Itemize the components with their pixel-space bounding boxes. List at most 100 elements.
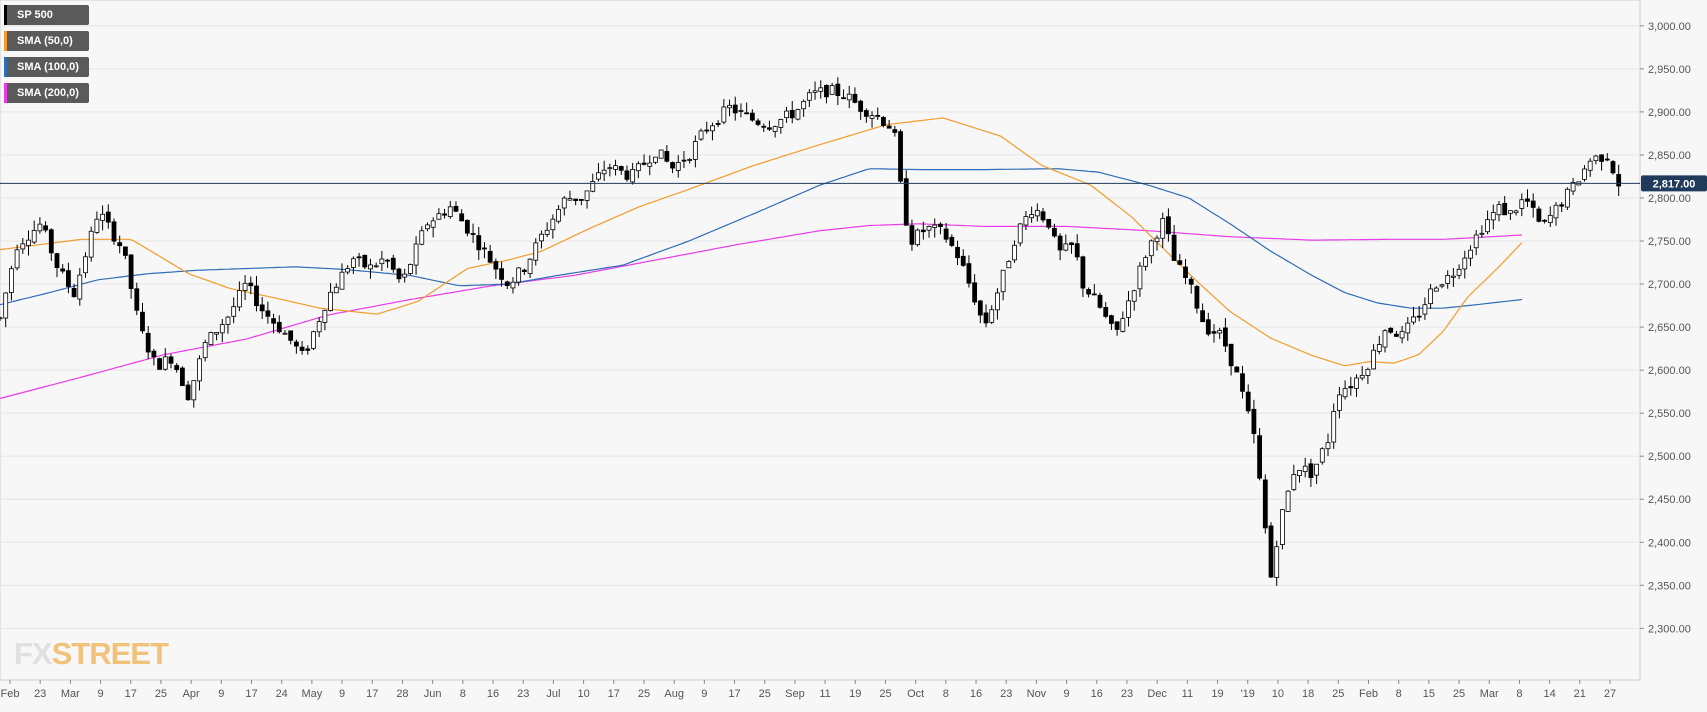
candle-body	[48, 229, 54, 254]
legend-swatch-sma50	[4, 31, 7, 51]
x-tick-label: 23	[1121, 688, 1133, 700]
candle-body	[527, 258, 533, 274]
candle-body	[402, 273, 408, 278]
legend-item-sma50[interactable]: SMA (50,0)	[4, 31, 89, 51]
candle-body	[1023, 216, 1029, 226]
candle-body	[60, 268, 66, 272]
candle-body	[818, 87, 824, 92]
candle-body	[202, 342, 208, 359]
candle-body	[168, 356, 174, 364]
candle-body	[242, 282, 248, 291]
candle-body	[738, 110, 744, 112]
candle-body	[1177, 260, 1183, 265]
candle-body	[476, 235, 482, 251]
candle-body	[499, 268, 504, 280]
candle-body	[516, 267, 522, 283]
candle-body	[447, 206, 453, 217]
candle-body	[1599, 154, 1604, 162]
candle-body	[145, 332, 151, 353]
x-tick-label: 23	[517, 688, 529, 700]
candle-body	[1245, 391, 1251, 412]
candle-body	[322, 309, 328, 323]
candle-body	[1086, 289, 1092, 295]
candle-body	[1188, 278, 1194, 285]
x-tick-label: 9	[218, 688, 224, 700]
candle-body	[1399, 330, 1405, 339]
candle-body	[288, 330, 294, 341]
x-tick-label: 21	[1574, 688, 1586, 700]
candle-body	[1280, 509, 1285, 545]
x-tick-label: 8	[1516, 688, 1522, 700]
candle-body	[162, 356, 168, 370]
x-tick-label: Mar	[61, 688, 80, 700]
candle-body	[841, 97, 846, 100]
candle-body	[955, 246, 960, 259]
x-tick-label: 17	[245, 688, 257, 700]
candle-body	[1012, 244, 1017, 261]
candle-body	[1240, 373, 1245, 392]
x-tick-label: 8	[460, 688, 466, 700]
x-tick-label: 18	[1302, 688, 1314, 700]
candle-body	[1354, 377, 1359, 389]
legend-label-sma100: SMA (100,0)	[17, 61, 79, 73]
candle-body	[94, 218, 100, 233]
x-tick-label: 9	[701, 688, 707, 700]
candle-body	[806, 92, 812, 101]
candle-body	[1530, 200, 1536, 208]
candle-body	[1291, 474, 1297, 490]
x-tick-label: 10	[577, 688, 589, 700]
y-tick-label: 3,000.00	[1648, 21, 1691, 33]
candle-body	[1069, 242, 1074, 246]
legend-item-sma200[interactable]: SMA (200,0)	[4, 83, 89, 103]
x-tick-label: 24	[276, 688, 288, 700]
candle-body	[972, 282, 978, 303]
candle-body	[1348, 386, 1354, 389]
x-tick-label: 16	[487, 688, 499, 700]
candle-body	[567, 198, 573, 201]
candle-body	[624, 170, 630, 180]
legend-item-sma100[interactable]: SMA (100,0)	[4, 57, 89, 77]
candle-body	[727, 104, 732, 109]
candle-body	[1314, 463, 1320, 476]
candle-body	[710, 125, 715, 132]
candle-body	[71, 287, 77, 298]
candle-body	[1166, 216, 1171, 235]
candle-body	[407, 264, 413, 274]
legend-item-sp500[interactable]: SP 500	[4, 5, 89, 25]
logo-fx: FX	[14, 636, 53, 671]
candle-body	[1393, 333, 1399, 337]
candle-body	[1450, 275, 1456, 278]
y-tick-label: 2,850.00	[1648, 150, 1691, 162]
candle-body	[1496, 204, 1502, 216]
candle-body	[1297, 470, 1302, 476]
candle-body	[214, 332, 219, 335]
candle-body	[721, 106, 727, 123]
candle-body	[236, 290, 242, 308]
legend-swatch-sp500	[4, 5, 7, 25]
candle-body	[482, 247, 487, 250]
candle-body	[1171, 234, 1177, 261]
candle-body	[1274, 546, 1280, 578]
x-tick-label: 9	[1064, 688, 1070, 700]
candle-body	[1211, 331, 1217, 334]
candle-body	[1428, 288, 1433, 305]
candle-body	[339, 271, 345, 290]
candle-body	[1473, 234, 1479, 249]
candle-body	[208, 332, 214, 345]
y-tick-label: 2,350.00	[1648, 580, 1691, 592]
candle-body	[157, 358, 162, 370]
candle-body	[1513, 210, 1519, 214]
y-tick-label: 2,900.00	[1648, 107, 1691, 119]
candle-body	[881, 116, 886, 126]
candle-body	[863, 110, 869, 117]
candle-body	[1126, 300, 1131, 318]
candle-body	[852, 93, 858, 103]
candle-body	[960, 255, 966, 266]
candle-body	[385, 259, 390, 262]
candle-body	[556, 209, 561, 222]
candle-body	[20, 243, 26, 250]
candle-body	[1017, 223, 1023, 244]
candle-body	[77, 274, 83, 300]
candle-body	[1371, 349, 1376, 370]
legend-swatch-sma100	[4, 57, 7, 77]
